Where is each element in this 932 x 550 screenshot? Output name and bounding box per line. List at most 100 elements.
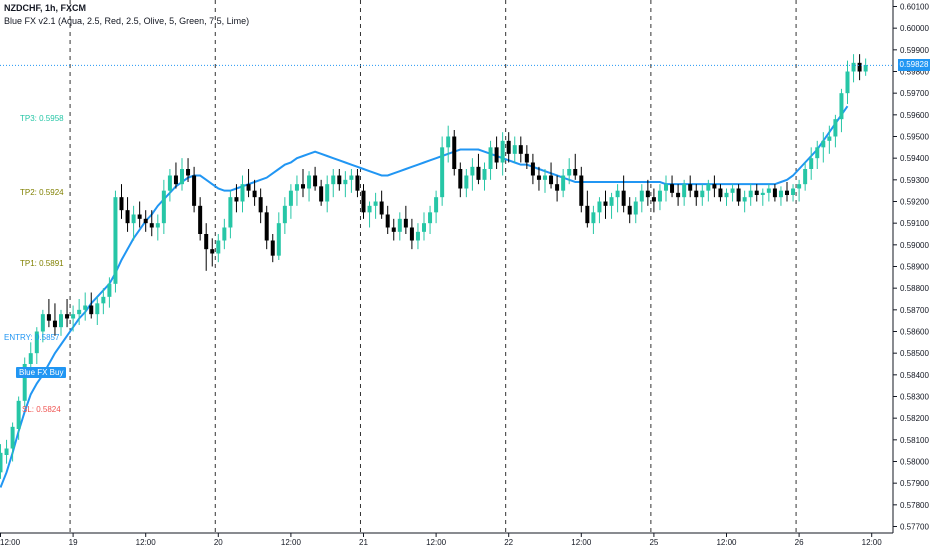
candle-body	[270, 240, 275, 256]
day-separator-lines	[69, 0, 797, 533]
candle-body	[615, 190, 620, 198]
candle-body	[579, 175, 584, 206]
candle-body	[361, 190, 366, 213]
candle-body	[301, 184, 305, 189]
candle-body	[16, 400, 21, 429]
candle-body	[512, 145, 517, 154]
price-tick-label: 0.58800	[900, 284, 929, 293]
candle-body	[367, 205, 372, 213]
price-tick-label: 0.57700	[900, 523, 929, 532]
candle-body	[331, 175, 336, 185]
price-tick-label: 0.59600	[900, 111, 929, 120]
price-tick-label: 0.58300	[900, 393, 929, 402]
candle-body	[234, 197, 239, 202]
candle-body	[694, 190, 699, 198]
candle-body	[52, 320, 57, 328]
candle-body	[288, 190, 293, 206]
level-label: TP3: 0.5958	[20, 114, 64, 124]
candle-body	[851, 62, 856, 72]
time-axis[interactable]: 12:00 19 12:00 20 12:00 21 12:00 22 12:00 25 12:00…	[0, 533, 882, 547]
candle-body	[627, 205, 632, 215]
candles	[0, 54, 868, 479]
price-tick-label: 0.58900	[900, 263, 929, 272]
candle-body	[4, 448, 9, 455]
candle-body	[809, 158, 814, 169]
candle-body	[210, 249, 215, 254]
time-tick-label: 12:00	[136, 538, 157, 547]
candle-body	[204, 234, 209, 250]
candle-body	[186, 169, 191, 176]
candle-body	[313, 175, 318, 187]
price-tick-label: 0.59800	[900, 68, 929, 77]
candle-body	[857, 62, 862, 72]
candle-body	[77, 309, 82, 315]
candle-body	[216, 240, 221, 254]
price-tick-label: 0.59500	[900, 133, 929, 142]
candle-body	[452, 136, 457, 169]
price-tick-label: 0.59100	[900, 219, 929, 228]
time-tick-label: 12:00	[862, 538, 883, 547]
price-tick-label: 0.58200	[900, 414, 929, 423]
time-tick-label: 12:00	[426, 538, 447, 547]
level-label: ENTRY: 0.5857	[4, 333, 60, 342]
level-label: SL: 0.5824	[22, 404, 61, 414]
candle-body	[748, 190, 753, 198]
candle-body	[22, 364, 27, 401]
candle-body	[180, 169, 184, 185]
candle-body	[494, 147, 499, 163]
candle-body	[59, 314, 63, 328]
price-tick-label: 0.58400	[900, 371, 929, 380]
price-axis[interactable]: 0.60100 0.60000 0.59900 0.59800 0.59700 0.596…	[893, 3, 929, 532]
candle-body	[89, 305, 94, 315]
candle-body	[131, 214, 136, 224]
candle-body	[307, 175, 312, 189]
candle-body	[143, 218, 148, 224]
candle-body	[476, 166, 481, 180]
candle-body	[591, 212, 596, 224]
candle-body	[845, 71, 850, 94]
candle-body	[785, 190, 789, 195]
candle-body	[670, 184, 675, 193]
candle-body	[415, 231, 420, 241]
candle-body	[488, 147, 493, 169]
price-tick-label: 0.58700	[900, 306, 929, 315]
candle-body	[664, 184, 668, 191]
candle-body	[621, 190, 626, 206]
candle-body	[252, 190, 257, 198]
candle-body	[397, 218, 402, 232]
candle-body	[434, 197, 439, 213]
candle-body	[173, 175, 178, 185]
last-price-tag: 0.59828	[898, 59, 930, 71]
candle-body	[772, 188, 777, 198]
candle-body	[71, 314, 76, 319]
candle-body	[603, 201, 608, 206]
candle-body	[125, 210, 130, 224]
indicator-title: Blue FX v2.1 (Aqua, 2.5, Red, 2.5, Olive…	[4, 16, 250, 26]
candle-body	[222, 227, 227, 241]
candle-body	[95, 303, 100, 315]
price-tick-label: 0.59700	[900, 89, 929, 98]
price-tick-label: 0.59300	[900, 176, 929, 185]
candle-body	[228, 197, 233, 228]
candle-body	[555, 184, 560, 191]
buy-signal-label: Blue FX Buy	[16, 367, 67, 378]
candle-body	[428, 212, 433, 224]
candle-body	[736, 188, 741, 202]
candle-body	[155, 223, 160, 228]
candle-body	[440, 147, 445, 198]
candle-body	[34, 331, 39, 354]
candle-body	[373, 201, 378, 206]
price-tick-label: 0.60100	[900, 3, 929, 12]
candle-body	[524, 153, 529, 163]
candle-body	[10, 426, 15, 449]
candle-body	[827, 136, 832, 141]
candle-body	[500, 140, 505, 163]
candle-body	[597, 201, 602, 213]
candle-body	[718, 188, 723, 198]
candle-body	[446, 136, 451, 148]
candle-body	[294, 184, 299, 191]
price-tick-label: 0.58100	[900, 436, 929, 445]
candle-body	[609, 197, 614, 206]
candle-body	[651, 197, 656, 202]
